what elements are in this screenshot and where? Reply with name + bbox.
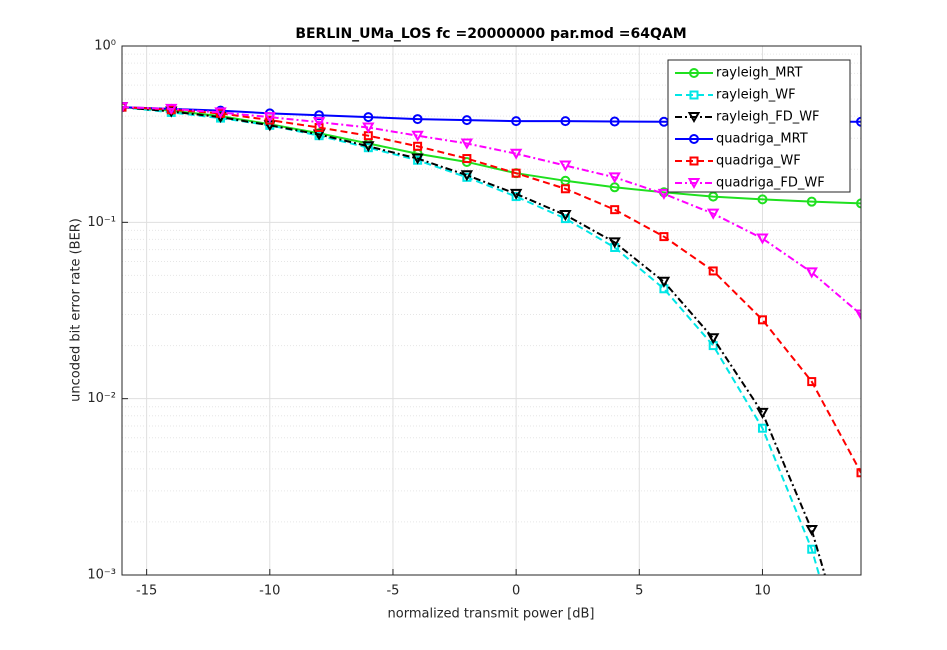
legend-label: rayleigh_MRT xyxy=(716,66,803,81)
marker xyxy=(657,276,671,288)
marker xyxy=(689,68,699,78)
marker xyxy=(413,141,423,151)
legend-label: quadriga_WF xyxy=(716,154,801,169)
x-tick-label: 10 xyxy=(754,584,771,599)
marker xyxy=(608,172,621,184)
ticks: -15 -10 -5 0 5 10 10⁻³ 10⁻² 10⁻¹ 10⁰ xyxy=(87,39,770,599)
y-axis-label: uncoded bit error rate (BER) xyxy=(69,218,84,402)
marker xyxy=(460,170,474,182)
marker xyxy=(165,103,178,115)
x-axis-label: normalized transmit power [dB] xyxy=(388,607,595,622)
marker xyxy=(511,192,521,202)
marker xyxy=(854,309,861,321)
marker xyxy=(689,156,699,166)
marker xyxy=(608,237,621,249)
marker xyxy=(509,188,523,200)
marker xyxy=(708,191,719,202)
marker xyxy=(312,117,326,129)
marker xyxy=(807,544,817,554)
marker xyxy=(657,188,671,200)
x-tick-label: 5 xyxy=(635,584,643,599)
marker xyxy=(659,232,669,242)
series-line xyxy=(122,106,826,575)
marker xyxy=(856,468,861,478)
marker xyxy=(314,122,324,132)
series-line xyxy=(122,106,861,205)
marker xyxy=(509,148,523,160)
marker xyxy=(756,407,769,419)
marker xyxy=(461,115,472,126)
marker xyxy=(706,333,720,345)
y-tick-label: 10⁻³ xyxy=(87,568,116,583)
chart-title: BERLIN_UMa_LOS fc =20000000 par.mod =64Q… xyxy=(295,26,686,42)
y-tick-label: 10⁻¹ xyxy=(87,215,116,230)
marker xyxy=(805,267,818,279)
marker xyxy=(314,110,325,121)
y-tick-label: 10⁰ xyxy=(94,39,116,54)
marker xyxy=(560,184,570,194)
marker xyxy=(214,107,227,119)
marker xyxy=(708,266,718,276)
series-layer xyxy=(122,102,861,575)
series-line xyxy=(122,106,861,474)
legend: rayleigh_MRT rayleigh_WF rayleigh_FD_WFqua… xyxy=(667,59,851,193)
marker xyxy=(511,116,522,127)
legend-label: quadriga_MRT xyxy=(716,132,808,147)
marker xyxy=(560,214,570,224)
x-tick-label: -15 xyxy=(136,584,157,599)
marker xyxy=(362,122,375,134)
marker xyxy=(265,115,275,125)
marker xyxy=(689,90,699,100)
marker xyxy=(559,210,572,222)
axes-box xyxy=(121,45,862,576)
marker xyxy=(757,194,768,205)
marker xyxy=(263,112,277,124)
marker xyxy=(706,208,720,220)
marker xyxy=(757,315,767,325)
marker xyxy=(687,112,701,124)
marker xyxy=(856,116,861,127)
marker xyxy=(757,423,767,433)
marker xyxy=(807,377,817,387)
legend-label: quadriga_FD_WF xyxy=(716,176,825,191)
x-tick-label: 0 xyxy=(512,584,520,599)
marker xyxy=(122,102,129,114)
marker xyxy=(460,138,474,150)
x-tick-label: -10 xyxy=(259,584,280,599)
series-line xyxy=(122,106,861,316)
y-tick-label: 10⁻² xyxy=(87,391,116,406)
marker xyxy=(411,130,424,142)
marker xyxy=(511,168,521,178)
marker xyxy=(610,205,620,215)
marker xyxy=(363,112,374,123)
legend-label: rayleigh_WF xyxy=(716,88,796,103)
marker xyxy=(806,196,817,207)
marker xyxy=(412,114,423,125)
marker xyxy=(756,233,769,245)
marker xyxy=(689,134,699,144)
marker xyxy=(687,178,701,190)
marker xyxy=(362,141,375,153)
x-tick-label: -5 xyxy=(386,584,399,599)
marker xyxy=(805,524,818,537)
marker xyxy=(856,198,861,209)
legend-box xyxy=(667,59,851,193)
marker xyxy=(462,154,472,164)
marker xyxy=(610,242,620,252)
marker xyxy=(609,116,620,127)
marker xyxy=(411,153,424,165)
marker xyxy=(560,116,571,127)
legend-label: rayleigh_FD_WF xyxy=(716,110,820,125)
marker xyxy=(559,160,572,172)
